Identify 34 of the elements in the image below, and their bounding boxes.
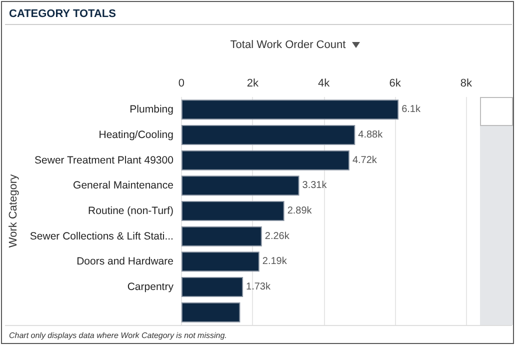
data-label: 3.31k — [302, 180, 328, 192]
y-tick-label: Sewer Treatment Plant 49300 — [34, 154, 174, 166]
bar — [181, 226, 262, 246]
data-label: 2.26k — [264, 230, 290, 242]
bar — [181, 150, 350, 170]
bar — [181, 252, 260, 272]
bar — [181, 302, 240, 322]
y-tick-label: Routine (non-Turf) — [88, 205, 174, 217]
x-axis-title: Total Work Order Count — [230, 39, 346, 51]
x-tick-label: 4k — [318, 78, 330, 90]
y-tick-label: Sewer Collections & Lift Stati... — [30, 230, 174, 242]
y-tick-label: Doors and Hardware — [76, 256, 174, 268]
data-label: 2.19k — [262, 256, 288, 268]
text: Chart only displays data where Work Category is not missing. — [9, 331, 227, 340]
y-axis-title: Work Category — [8, 174, 20, 248]
x-tick-label: 2k — [246, 78, 259, 90]
data-label: 4.72k — [352, 154, 378, 166]
data-label: 2.89k — [287, 206, 313, 216]
bar — [181, 201, 284, 221]
bar — [181, 277, 244, 297]
data-label: 6.1k — [402, 104, 422, 116]
y-tick-label: Carpentry — [127, 281, 174, 293]
bar — [181, 125, 356, 145]
bar — [181, 176, 300, 196]
y-tick-label: Heating/Cooling — [98, 129, 174, 141]
y-tick-label: Plumbing — [130, 104, 174, 116]
data-label: 1.73k — [246, 282, 272, 292]
x-tick-label: 6k — [389, 78, 402, 90]
data-label: 4.88k — [358, 130, 384, 140]
x-tick-label: 8k — [460, 78, 472, 90]
bar — [181, 100, 399, 120]
y-tick-label: General Maintenance — [73, 180, 174, 192]
x-tick-label: 0 — [178, 78, 185, 90]
text: CATEGORY TOTALS — [9, 8, 116, 20]
